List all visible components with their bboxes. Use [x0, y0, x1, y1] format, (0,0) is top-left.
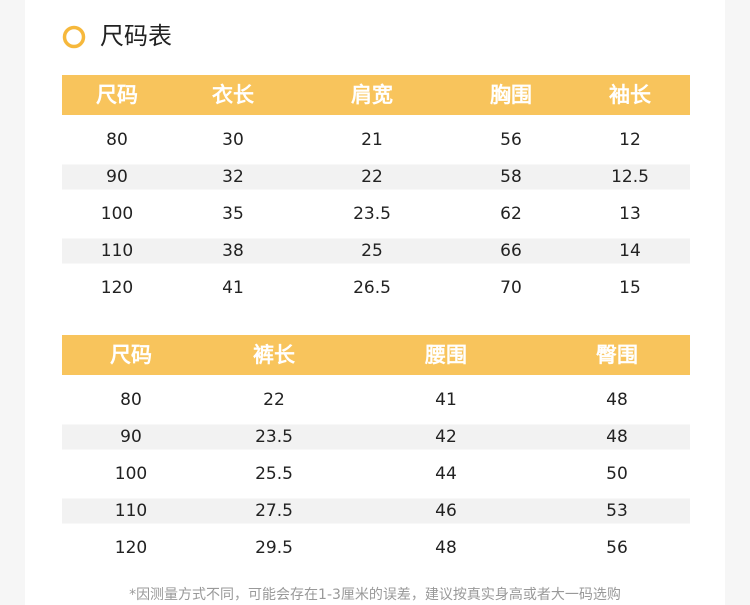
- cell: 25.5: [255, 464, 293, 484]
- cell: 29.5: [255, 538, 293, 558]
- cell: 46: [435, 501, 457, 521]
- cell: 22: [263, 390, 285, 410]
- cell: 50: [606, 464, 628, 484]
- cell: 12.5: [611, 167, 649, 187]
- cell: 23.5: [255, 427, 293, 447]
- cell: 35: [222, 204, 244, 224]
- column-header: 胸围: [490, 83, 532, 107]
- cell: 62: [500, 204, 522, 224]
- cell: 44: [435, 464, 457, 484]
- cell: 110: [101, 241, 133, 261]
- cell: 22: [361, 167, 383, 187]
- column-header: 腰围: [424, 343, 467, 367]
- column-header: 裤长: [253, 343, 296, 367]
- row-stripe: [62, 424, 690, 450]
- cell: 100: [101, 204, 133, 224]
- table-header: [62, 335, 690, 375]
- title: 尺码表: [100, 22, 172, 50]
- cell: 14: [619, 241, 641, 261]
- cell: 70: [500, 278, 522, 298]
- cell: 21: [361, 130, 383, 150]
- cell: 53: [606, 501, 628, 521]
- row-stripe: [62, 498, 690, 524]
- cell: 26.5: [353, 278, 391, 298]
- cell: 30: [222, 130, 244, 150]
- table-header: [62, 75, 690, 115]
- cell: 42: [435, 427, 457, 447]
- cell: 41: [222, 278, 244, 298]
- title-icon: [62, 25, 86, 49]
- cell: 41: [435, 390, 457, 410]
- cell: 80: [120, 390, 142, 410]
- column-header: 尺码: [96, 83, 138, 107]
- cell: 120: [115, 538, 147, 558]
- cell: 48: [435, 538, 457, 558]
- cell: 80: [106, 130, 128, 150]
- row-stripe: [62, 238, 690, 264]
- cell: 12: [619, 130, 641, 150]
- cell: 90: [120, 427, 142, 447]
- cell: 15: [619, 278, 641, 298]
- cell: 90: [106, 167, 128, 187]
- cell: 100: [115, 464, 147, 484]
- column-header: 肩宽: [351, 83, 393, 107]
- cell: 56: [500, 130, 522, 150]
- column-header: 袖长: [609, 83, 652, 107]
- cell: 56: [606, 538, 628, 558]
- row-stripe: [62, 164, 690, 190]
- cell: 25: [361, 241, 383, 261]
- cell: 58: [500, 167, 522, 187]
- cell: 23.5: [353, 204, 391, 224]
- cell: 66: [500, 241, 522, 261]
- column-header: 衣长: [212, 83, 255, 107]
- footnote: *因测量方式不同，可能会存在1-3厘米的误差，建议按真实身高或者大一码选购: [129, 586, 621, 603]
- cell: 110: [115, 501, 147, 521]
- column-header: 臀围: [596, 343, 638, 367]
- cell: 13: [619, 204, 641, 224]
- cell: 48: [606, 390, 628, 410]
- column-header: 尺码: [110, 343, 152, 367]
- cell: 48: [606, 427, 628, 447]
- cell: 27.5: [255, 501, 293, 521]
- cell: 32: [222, 167, 244, 187]
- cell: 38: [222, 241, 244, 261]
- cell: 120: [101, 278, 133, 298]
